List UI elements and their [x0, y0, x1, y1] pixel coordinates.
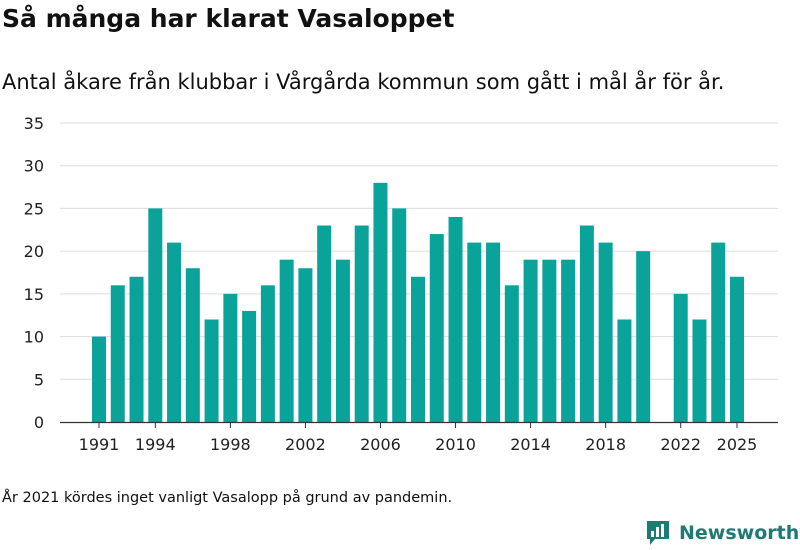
- bar: [242, 310, 257, 422]
- bar: [617, 319, 632, 422]
- bar: [561, 259, 576, 422]
- bar: [598, 242, 613, 422]
- bars: [92, 182, 744, 422]
- x-tick-label: 1991: [79, 435, 120, 454]
- x-tick-label: 2025: [717, 435, 758, 454]
- bar: [542, 259, 557, 422]
- bar: [467, 242, 482, 422]
- bar: [711, 242, 726, 422]
- bar: [636, 251, 651, 422]
- y-tick-label: 20: [24, 242, 44, 261]
- y-tick-label: 10: [24, 328, 44, 347]
- x-tick-label: 1994: [135, 435, 176, 454]
- y-tick-label: 0: [34, 413, 44, 432]
- chart-title: Så många har klarat Vasaloppet: [2, 4, 455, 33]
- newsworthy-logo-icon: [647, 521, 669, 545]
- bar: [692, 319, 707, 422]
- bar: [673, 293, 688, 422]
- bar: [523, 259, 538, 422]
- bar: [373, 182, 388, 422]
- chart-subtitle: Antal åkare från klubbar i Vårgårda komm…: [2, 70, 725, 94]
- y-tick-label: 35: [24, 114, 44, 133]
- bar: [730, 276, 744, 422]
- bar: [448, 216, 463, 422]
- x-tick-label: 2006: [360, 435, 401, 454]
- bar: [579, 225, 594, 422]
- bar: [223, 293, 238, 422]
- bar: [92, 336, 106, 422]
- x-tick-label: 2022: [660, 435, 701, 454]
- brand-name: Newsworthy: [679, 522, 800, 544]
- bar: [110, 285, 125, 422]
- x-tick-label: 2002: [285, 435, 326, 454]
- bar: [354, 225, 369, 422]
- bar: [317, 225, 332, 422]
- x-tick-label: 2018: [585, 435, 626, 454]
- brand-logo: Newsworthy: [645, 518, 800, 548]
- bar: [411, 276, 425, 422]
- y-tick-label: 25: [24, 199, 44, 218]
- bar: [486, 242, 501, 422]
- y-tick-label: 30: [24, 157, 44, 176]
- x-tick-label: 2010: [435, 435, 476, 454]
- x-tick-label: 2014: [510, 435, 551, 454]
- bar: [185, 268, 200, 422]
- bar: [167, 242, 182, 422]
- y-tick-label: 15: [24, 285, 44, 304]
- y-tick-label: 5: [34, 370, 44, 389]
- bar: [129, 276, 144, 422]
- x-tick-label: 1998: [210, 435, 251, 454]
- bar: [260, 285, 275, 422]
- bar: [279, 259, 294, 422]
- bar: [392, 208, 407, 422]
- bar: [335, 259, 350, 422]
- footnote: År 2021 kördes inget vanligt Vasalopp på…: [2, 490, 453, 506]
- bar: [204, 319, 219, 422]
- x-axis-ticks: 1991 1994 1998 2002 2006 2010 2014 2018 2022 2025: [79, 422, 758, 454]
- bar: [429, 234, 444, 422]
- bar: [504, 285, 519, 422]
- bar: [298, 268, 313, 422]
- bar: [148, 208, 163, 422]
- y-axis-ticks: 0 5 10 15 20 25 30 35: [24, 114, 44, 432]
